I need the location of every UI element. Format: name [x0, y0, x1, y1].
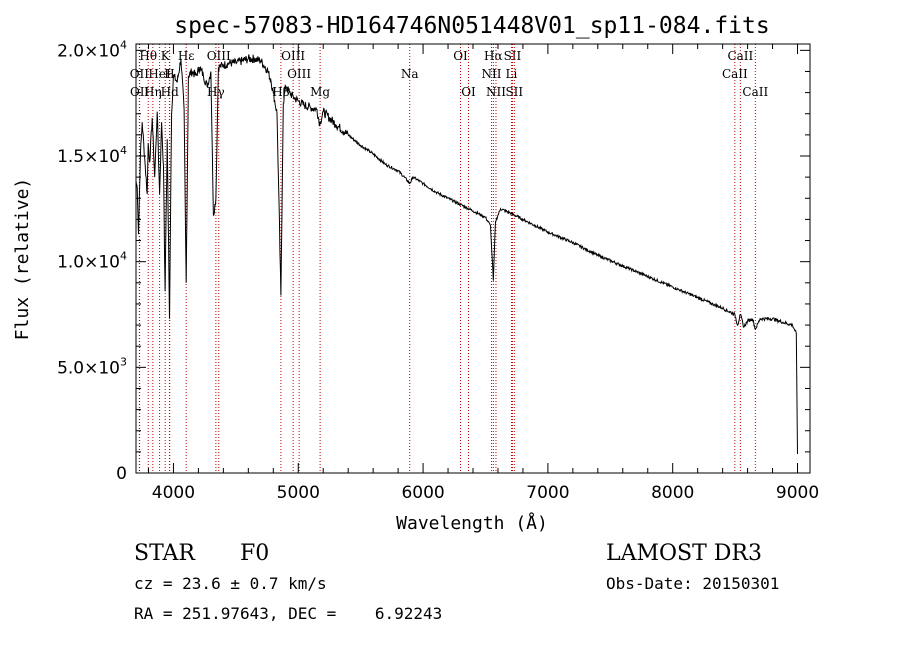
line-marker-label-10: Hγ — [207, 85, 225, 99]
x-tick-label-2: 6000 — [401, 483, 444, 503]
line-marker-label-11: OIII — [281, 49, 305, 63]
survey-name: LAMOST DR3 — [606, 541, 762, 566]
chart-title: spec-57083-HD164746N051448V01_sp11-084.f… — [174, 13, 769, 39]
spectrum-series — [135, 54, 798, 455]
x-axis-label: Wavelength (Å) — [396, 512, 548, 534]
spectral-class: F0 — [240, 541, 269, 566]
line-marker-label-14: Mg — [310, 85, 330, 99]
x-tick-label-5: 9000 — [776, 483, 819, 503]
object-type: STAR — [134, 541, 196, 566]
line-marker-label-2: OII — [130, 85, 150, 99]
line-marker-label-15: Na — [401, 67, 419, 81]
line-marker-label-26: CaII — [742, 85, 768, 99]
line-marker-label-19: NII — [481, 67, 501, 81]
line-marker-label-22: Li — [506, 67, 518, 81]
axis-ticks: 4000 5000 6000 7000 8000 9000 0 5.0×103 1.0×104 1… — [57, 38, 819, 503]
y-tick-label-4: 2.0×104 — [57, 38, 127, 61]
x-tick-label-3: 7000 — [526, 483, 569, 503]
x-tick-label-0: 4000 — [152, 483, 195, 503]
line-marker-label-0: Hθ — [139, 49, 157, 63]
line-marker-label-9: OIII — [207, 49, 231, 63]
line-marker-label-12: OIII — [287, 67, 311, 81]
line-marker-label-18: Hα — [484, 49, 503, 63]
line-marker-label-7: H — [164, 67, 174, 81]
observation-date: Obs-Date: 20150301 — [606, 574, 779, 593]
x-tick-label-1: 5000 — [277, 483, 320, 503]
x-tick-label-4: 8000 — [651, 483, 694, 503]
y-tick-label-2: 1.0×104 — [57, 250, 127, 273]
y-axis-label: Flux (relative) — [12, 178, 33, 341]
y-tick-label-0: 0 — [116, 464, 127, 484]
line-marker-label-23: SII — [505, 85, 523, 99]
redshift-velocity: cz = 23.6 ± 0.7 km/s — [134, 574, 327, 593]
line-marker-label-20: NII — [486, 85, 506, 99]
line-marker-label-5: K — [161, 49, 171, 63]
y-tick-label-3: 1.5×104 — [57, 144, 127, 167]
line-marker-label-25: CaII — [722, 67, 748, 81]
line-marker-label-17: OI — [461, 85, 476, 99]
y-tick-label-1: 5.0×103 — [57, 355, 127, 378]
plot-frame — [135, 43, 811, 474]
line-marker-label-8: Hε — [178, 49, 195, 63]
coordinates: RA = 251.97643, DEC = 6.92243 — [134, 604, 442, 623]
line-marker-label-16: OI — [453, 49, 468, 63]
line-marker-label-24: CaII — [727, 49, 753, 63]
line-marker-label-21: SII — [504, 49, 522, 63]
line-marker-label-3: Hη — [144, 85, 162, 99]
series-line-0 — [135, 54, 798, 455]
